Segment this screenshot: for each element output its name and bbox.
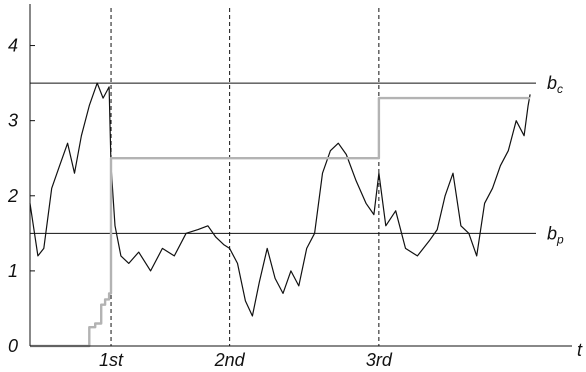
y-tick-label: 0 (8, 336, 18, 356)
y-tick-label: 4 (8, 36, 18, 56)
x-tick-label-3rd: 3rd (366, 350, 393, 370)
axes (29, 4, 572, 347)
hline-label-c: bc (547, 73, 563, 96)
series-line-2 (30, 96, 531, 348)
x-axis-label: t (577, 340, 583, 360)
hline-label-sub-p: p (556, 232, 564, 246)
hline-label-sub-c: c (557, 82, 563, 96)
x-tick-label-1st: 1st (99, 350, 124, 370)
x-tick-label-2nd: 2nd (214, 350, 246, 370)
y-tick-label: 1 (8, 261, 18, 281)
labels: bc bp 0 1 2 3 4 1st 2nd 3rd t (7, 36, 583, 370)
hline-label-p: bp (547, 223, 564, 246)
y-tick-label: 2 (7, 186, 18, 206)
y-tick-label: 3 (8, 111, 18, 131)
series-layer (29, 82, 531, 348)
reference-lines (30, 8, 536, 346)
series-line-1 (29, 82, 531, 317)
